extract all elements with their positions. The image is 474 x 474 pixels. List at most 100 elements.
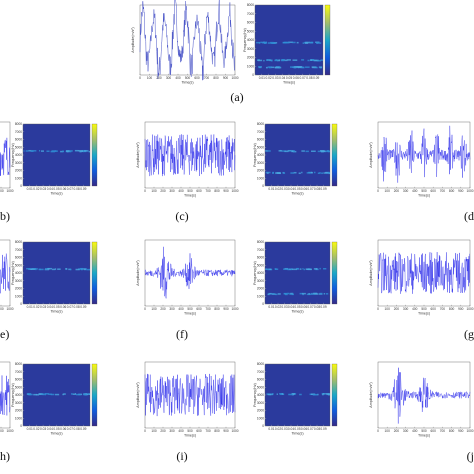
energy-band: [27, 393, 32, 395]
x-tick-label: 300: [169, 189, 175, 193]
energy-band: [30, 150, 34, 152]
energy-band: [310, 59, 313, 61]
energy-band: [265, 268, 267, 270]
x-tick-label: 900: [458, 189, 464, 193]
x-tick-label: 300: [403, 307, 409, 311]
x-tick-label: 0.03: [281, 187, 287, 191]
x-tick-label: 0.04: [47, 187, 53, 191]
x-tick-label: 0: [144, 189, 146, 193]
energy-band: [258, 59, 263, 62]
energy-band: [274, 59, 279, 62]
energy-band: [271, 66, 275, 69]
x-tick-label: 0.06: [301, 305, 307, 309]
energy-band: [83, 268, 86, 271]
y-tick-label: 6000: [247, 21, 254, 25]
x-tick-label: 400: [178, 189, 184, 193]
x-tick-label: 700: [440, 429, 446, 433]
x-tick-label: 0.06: [60, 427, 66, 431]
spectrogram: [264, 123, 331, 187]
x-tick-label: 400: [175, 76, 181, 80]
energy-band: [68, 268, 71, 271]
energy-band: [275, 293, 278, 296]
energy-band: [288, 41, 293, 44]
x-tick-label: 300: [166, 76, 172, 80]
energy-band: [301, 59, 305, 61]
energy-band: [35, 393, 37, 396]
energy-band: [271, 42, 276, 44]
x-tick-label: 0.08: [73, 187, 79, 191]
x-tick-label: 900: [458, 429, 464, 433]
x-tick-label: 1000: [231, 307, 238, 311]
energy-band: [41, 393, 46, 395]
energy-band: [313, 171, 316, 174]
x-tick-label: 1000: [6, 189, 13, 193]
energy-band: [277, 293, 281, 295]
x-axis-label: Time(s): [291, 192, 303, 196]
energy-band: [269, 268, 272, 271]
y-tick-label: 0: [262, 424, 264, 428]
x-tick-label: 0.07: [307, 187, 313, 191]
energy-band: [297, 66, 299, 69]
energy-band: [35, 393, 39, 396]
x-tick-label: 0.03: [281, 305, 287, 309]
energy-band: [327, 171, 330, 174]
x-axis-label: Time(s): [50, 432, 62, 436]
energy-band: [287, 268, 289, 270]
energy-band: [75, 268, 80, 271]
x-tick-label: 0.04: [47, 305, 53, 309]
y-tick-label: 2000: [257, 287, 264, 291]
x-tick-label: 900: [0, 307, 4, 311]
x-tick-label: 0.01: [268, 187, 274, 191]
energy-band: [283, 293, 287, 295]
x-tick-label: 1000: [466, 307, 473, 311]
energy-band: [26, 267, 31, 270]
energy-band: [315, 41, 320, 44]
y-axis-label: Frequency(Hz): [253, 383, 257, 407]
x-axis-label: Time(s): [418, 312, 430, 316]
y-axis-label: Frequency(Hz): [11, 143, 15, 167]
energy-band: [290, 172, 295, 174]
energy-band: [45, 268, 49, 270]
x-tick-label: 0.02: [275, 305, 281, 309]
energy-band: [65, 150, 70, 152]
energy-band: [288, 268, 293, 270]
energy-band: [265, 41, 268, 44]
energy-band: [292, 41, 296, 44]
y-tick-label: 7000: [15, 130, 22, 134]
y-tick-label: 7000: [247, 12, 254, 16]
y-tick-label: 2000: [257, 409, 264, 413]
energy-band: [301, 171, 303, 174]
y-tick-label: 7000: [257, 130, 264, 134]
energy-band: [258, 66, 262, 68]
y-tick-label: 8000: [257, 362, 264, 366]
x-tick-label: 0.01: [27, 187, 33, 191]
energy-band: [292, 150, 295, 152]
energy-band: [292, 268, 298, 271]
energy-band: [275, 172, 278, 174]
x-tick-label: 400: [412, 429, 418, 433]
x-tick-label: 500: [187, 429, 193, 433]
x-tick-label: 0.01: [268, 305, 274, 309]
x-tick-label: 200: [160, 307, 166, 311]
x-tick-label: 800: [449, 307, 455, 311]
energy-band: [88, 393, 90, 395]
colorbar: [331, 363, 338, 427]
panel-label: (i): [176, 449, 187, 463]
energy-band: [274, 66, 277, 69]
energy-band: [291, 393, 296, 395]
y-tick-label: 5000: [15, 385, 22, 389]
energy-band: [272, 172, 274, 174]
energy-band: [323, 172, 329, 174]
x-tick-label: 900: [223, 307, 229, 311]
energy-band: [89, 268, 90, 271]
energy-band: [282, 172, 286, 174]
energy-band: [270, 293, 274, 295]
energy-band: [322, 393, 325, 395]
panel-label: e): [0, 327, 9, 341]
x-tick-label: 100: [151, 429, 157, 433]
energy-band: [47, 267, 52, 270]
x-tick-label: 0.07: [67, 305, 73, 309]
energy-band: [299, 292, 303, 295]
y-tick-label: 4000: [247, 38, 254, 42]
